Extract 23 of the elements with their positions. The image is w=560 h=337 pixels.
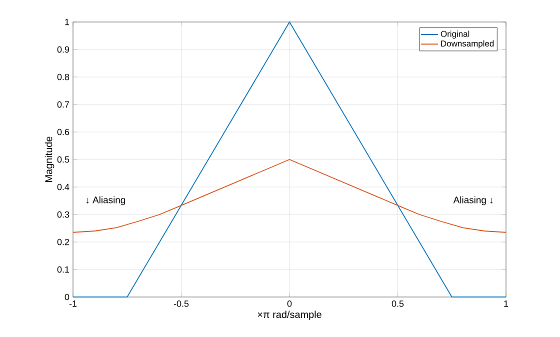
x-axis-title: ×π rad/sample	[258, 310, 322, 320]
y-tick-label: 0.9	[57, 46, 70, 53]
annotation: ↓ Aliasing	[86, 196, 126, 206]
y-tick-label: 1	[65, 18, 70, 26]
x-tick-label: 0	[287, 300, 292, 307]
x-tick-label: -0.5	[174, 300, 189, 307]
line-series	[72, 159, 506, 233]
y-tick-label: 0.3	[57, 211, 70, 218]
y-tick-label: 0.5	[57, 156, 70, 163]
y-tick-label: 0.8	[57, 74, 70, 80]
legend-label: Original	[440, 30, 470, 39]
y-tick-label: 0.7	[57, 101, 70, 108]
y-tick-label: 0.4	[57, 184, 70, 190]
x-tick-label: -1	[69, 300, 77, 307]
y-tick-label: 0.1	[57, 266, 70, 273]
y-tick-label: 0.2	[57, 238, 70, 246]
annotation: Aliasing ↓	[453, 196, 493, 206]
legend-label: Downsampled	[441, 40, 494, 48]
x-tick-label: 0.5	[392, 300, 404, 307]
y-axis-title: Magnitude	[44, 136, 54, 182]
y-tick-label: 0	[64, 294, 70, 300]
y-tick-label: 0.6	[57, 128, 70, 136]
x-tick-label: 1	[504, 300, 508, 307]
